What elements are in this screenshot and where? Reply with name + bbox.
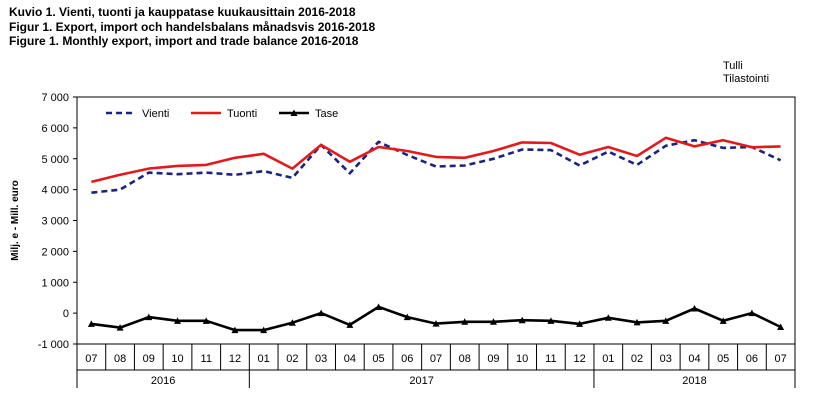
x-tick-label: 03 xyxy=(660,353,672,365)
x-tick-label: 10 xyxy=(171,353,183,365)
data-point-marker xyxy=(662,317,670,324)
x-tick-label: 07 xyxy=(775,353,787,365)
data-point-marker xyxy=(174,317,182,324)
x-tick-label: 05 xyxy=(372,353,384,365)
legend-entry: Tuonti xyxy=(227,108,257,120)
x-tick-label: 06 xyxy=(746,353,758,365)
data-point-marker xyxy=(202,317,210,324)
y-axis-label: Milj. e - Mill. euro xyxy=(10,180,21,261)
data-point-marker xyxy=(489,318,497,325)
year-label: 2017 xyxy=(409,375,433,387)
data-point-marker xyxy=(87,320,95,327)
x-tick-label: 12 xyxy=(229,353,241,365)
x-tick-label: 07 xyxy=(85,353,97,365)
data-point-marker xyxy=(748,309,756,317)
x-tick-label: 01 xyxy=(602,353,614,365)
title-english: Figure 1. Monthly export, import and tra… xyxy=(9,34,359,48)
y-tick-label: 3 000 xyxy=(41,216,69,228)
x-tick-label: 07 xyxy=(430,353,442,365)
data-point-marker xyxy=(231,326,239,334)
source-note: Tulli Tilastointi xyxy=(723,60,769,85)
data-point-marker xyxy=(576,320,584,327)
data-point-marker xyxy=(547,317,555,324)
plot-area xyxy=(76,96,796,345)
y-tick-label: 7 000 xyxy=(41,92,69,104)
x-tick-label: 05 xyxy=(717,353,729,365)
legend-entry: Tase xyxy=(315,108,338,120)
y-tick-label: 1 000 xyxy=(41,277,69,289)
x-tick-label: 10 xyxy=(516,353,528,365)
x-tick-label: 08 xyxy=(114,353,126,365)
data-point-marker xyxy=(346,321,354,328)
data-point-marker xyxy=(116,324,124,331)
year-label: 2018 xyxy=(682,375,706,387)
x-tick-label: 04 xyxy=(344,353,356,365)
x-tick-label: 03 xyxy=(315,353,327,365)
data-point-marker xyxy=(690,304,698,312)
data-point-marker xyxy=(403,313,411,321)
y-tick-label: 4 000 xyxy=(41,185,69,197)
x-tick-label: 12 xyxy=(573,353,585,365)
data-point-marker xyxy=(719,317,727,324)
data-point-marker xyxy=(432,320,440,327)
legend-entry: Vienti xyxy=(142,108,169,120)
x-tick-label: 04 xyxy=(688,353,700,365)
data-point-marker xyxy=(461,318,469,325)
y-tick-label: -1 000 xyxy=(38,339,69,351)
x-tick-label: 09 xyxy=(487,353,499,365)
data-point-marker xyxy=(260,326,268,334)
x-tick-label: 06 xyxy=(401,353,413,365)
data-point-marker xyxy=(604,314,612,321)
x-tick-label: 02 xyxy=(631,353,643,365)
x-tick-label: 11 xyxy=(545,353,556,365)
data-point-marker xyxy=(375,303,383,310)
data-point-marker xyxy=(317,309,325,317)
data-point-marker xyxy=(518,316,526,324)
data-point-marker xyxy=(288,319,296,326)
data-point-marker xyxy=(777,323,785,331)
chart-titles: Kuvio 1. Vienti, tuonti ja kauppatase ku… xyxy=(9,5,375,49)
y-tick-label: 0 xyxy=(63,308,69,320)
y-tick-label: 6 000 xyxy=(41,123,69,135)
data-point-marker xyxy=(145,313,153,321)
data-point-marker xyxy=(633,318,641,326)
title-swedish: Figur 1. Export, import och handelsbalan… xyxy=(9,19,376,34)
x-tick-label: 09 xyxy=(143,353,155,365)
x-tick-label: 11 xyxy=(201,353,212,365)
source-line-2: Tilastointi xyxy=(723,72,770,85)
legend-marker xyxy=(290,109,298,116)
x-tick-label: 08 xyxy=(459,353,471,365)
y-tick-label: 2 000 xyxy=(41,246,69,258)
series-line-tuonti xyxy=(91,136,781,184)
series-line-vienti xyxy=(91,138,782,194)
source-line-1: Tulli xyxy=(723,60,743,72)
year-label: 2016 xyxy=(151,375,175,387)
x-tick-label: 02 xyxy=(286,353,298,365)
x-tick-label: 01 xyxy=(258,353,270,365)
y-tick-label: 5 000 xyxy=(41,154,69,166)
title-finnish: Kuvio 1. Vienti, tuonti ja kauppatase ku… xyxy=(9,5,356,19)
